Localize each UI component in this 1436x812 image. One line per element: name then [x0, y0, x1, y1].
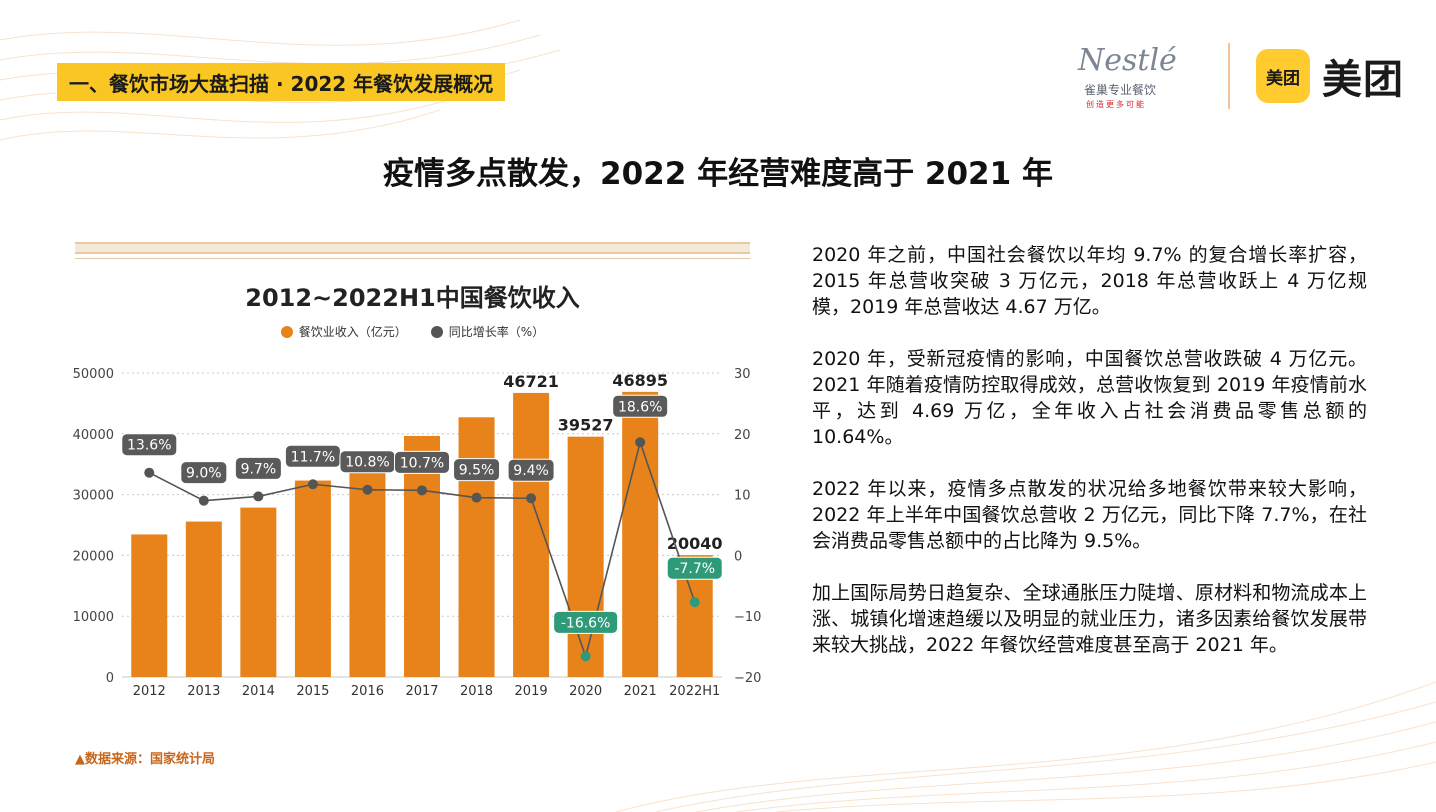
growth-data-label: 11.7% [291, 449, 335, 465]
nestle-sub-text: 雀巢专业餐饮 [1084, 83, 1157, 97]
y-left-tick-label: 10000 [73, 610, 114, 625]
chart-header-band [75, 242, 750, 254]
paragraph: 2020 年之前，中国社会餐饮以年均 9.7% 的复合增长率扩容，2015 年总… [812, 244, 1367, 318]
x-tick-label: 2021 [624, 684, 657, 699]
growth-label-box [612, 394, 669, 418]
legend-revenue-label: 餐饮业收入（亿元） [298, 325, 407, 339]
growth-label-box [121, 433, 178, 457]
growth-point [253, 491, 264, 502]
growth-point [307, 479, 318, 490]
page-headline: 疫情多点散发，2022 年经营难度高于 2021 年 [383, 156, 1053, 192]
bar [458, 417, 495, 677]
nestle-logo: Nestlé 雀巢专业餐饮 创造更多可能 [1074, 37, 1204, 115]
growth-data-label: 9.0% [186, 466, 222, 482]
growth-label-box [234, 456, 282, 480]
bar [567, 436, 604, 677]
growth-label-box [666, 556, 723, 580]
growth-point [144, 467, 155, 478]
y-right-tick-label: 20 [734, 428, 751, 443]
bar [294, 480, 331, 677]
y-right-tick-label: 0 [734, 549, 742, 564]
growth-point [635, 437, 646, 448]
bar [404, 435, 440, 677]
growth-point [689, 597, 700, 608]
meituan-wordmark: 美团 [1322, 57, 1404, 103]
growth-point [362, 484, 373, 495]
y-right-tick-label: −10 [734, 610, 761, 625]
growth-data-label: 9.5% [459, 463, 495, 479]
y-left-tick-label: 50000 [73, 367, 114, 382]
bar-data-label: 39527 [558, 416, 614, 435]
y-left-tick-label: 0 [106, 671, 114, 686]
legend-revenue-swatch [280, 325, 293, 338]
paragraph: 2022 年以来，疫情多点散发的状况给多地餐饮带来较大影响，2022 年上半年中… [812, 478, 1367, 552]
paragraph: 2020 年，受新冠疫情的影响，中国餐饮总营收跌破 4 万亿元。2021 年随着… [812, 348, 1367, 448]
growth-label-box [453, 458, 501, 482]
nestle-brand-text: Nestlé [1078, 43, 1177, 78]
growth-label-box [394, 450, 450, 474]
x-tick-label: 2019 [515, 684, 548, 699]
growth-point [526, 493, 537, 504]
nestle-tagline-text: 创造更多可能 [1086, 100, 1146, 109]
y-right-tick-label: 10 [734, 489, 751, 504]
bar-data-label: 20040 [667, 534, 723, 553]
analysis-text: 2020 年之前，中国社会餐饮以年均 9.7% 的复合增长率扩容，2015 年总… [812, 242, 1367, 684]
y-left-tick-label: 40000 [73, 428, 114, 443]
chart-header-line [75, 258, 750, 259]
chart-legend: 餐饮业收入（亿元） 同比增长率（%） [75, 323, 750, 340]
meituan-badge-icon: 美团 [1256, 49, 1310, 103]
logo-divider [1228, 43, 1230, 109]
bar [349, 459, 386, 677]
growth-label-box [553, 610, 619, 634]
growth-point [580, 651, 591, 662]
bar [185, 521, 222, 677]
legend-item-growth: 同比增长率（%） [430, 323, 545, 340]
x-tick-label: 2022H1 [669, 684, 720, 699]
section-tag: 一、餐饮市场大盘扫描 · 2022 年餐饮发展概况 [57, 63, 506, 101]
bar-data-label: 46895 [612, 371, 668, 390]
x-tick-label: 2013 [187, 684, 220, 699]
growth-data-label: 18.6% [618, 399, 662, 415]
growth-data-label: 10.8% [345, 455, 389, 471]
growth-data-label: 10.7% [400, 455, 444, 471]
y-right-tick-label: −20 [734, 671, 761, 686]
legend-growth-swatch [430, 325, 443, 338]
x-tick-label: 2017 [405, 684, 438, 699]
growth-point [471, 492, 482, 503]
x-tick-label: 2016 [351, 684, 384, 699]
y-right-tick-label: 30 [734, 367, 751, 382]
bar [622, 391, 659, 677]
growth-point [417, 485, 427, 496]
x-tick-label: 2020 [569, 684, 602, 699]
growth-data-label: 9.4% [513, 463, 549, 479]
data-source-note: ▲数据来源：国家统计局 [75, 752, 215, 767]
growth-data-label: 13.6% [127, 438, 171, 454]
legend-growth-label: 同比增长率（%） [448, 325, 545, 339]
x-tick-label: 2014 [242, 684, 275, 699]
legend-item-revenue: 餐饮业收入（亿元） [280, 323, 407, 340]
bar [240, 507, 277, 677]
growth-data-label: 9.7% [241, 461, 277, 477]
bar [131, 534, 168, 677]
bar-data-label: 46721 [503, 372, 559, 391]
y-left-tick-label: 20000 [73, 549, 114, 564]
growth-point [198, 495, 209, 506]
growth-label-box [507, 458, 555, 482]
paragraph: 加上国际局势日趋复杂、全球通胀压力陡增、原材料和物流成本上涨、城镇化增速趋缓以及… [812, 582, 1367, 656]
partner-logos: Nestlé 雀巢专业餐饮 创造更多可能 美团 美团 [1074, 36, 1404, 116]
x-tick-label: 2018 [460, 684, 493, 699]
x-tick-label: 2012 [133, 684, 166, 699]
growth-data-label: -7.7% [674, 561, 715, 577]
growth-data-label: -16.6% [561, 615, 611, 631]
x-tick-label: 2015 [296, 684, 329, 699]
chart-title: 2012~2022H1中国餐饮收入 [245, 284, 580, 312]
growth-label-box [180, 461, 228, 485]
y-left-tick-label: 30000 [73, 489, 114, 504]
